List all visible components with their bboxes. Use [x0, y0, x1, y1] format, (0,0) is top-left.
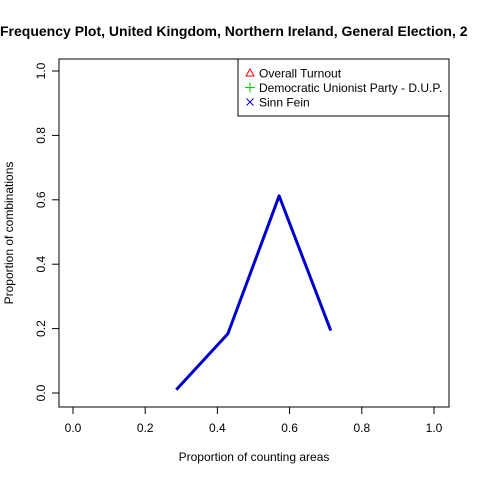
y-axis: 0.0 0.2 0.4 0.6 0.8 1.0 [34, 62, 60, 401]
legend-marker-triangle [245, 67, 255, 77]
x-tick-label: 0.6 [281, 421, 298, 435]
legend-label: Overall Turnout [259, 67, 342, 81]
x-tick-label: 0.4 [209, 421, 226, 435]
legend-marker-cross-b [246, 98, 254, 106]
y-tick-label: 0.8 [34, 127, 48, 144]
x-axis-title: Proportion of counting areas [179, 450, 330, 464]
y-tick-label: 0.2 [34, 320, 48, 337]
x-tick-label: 1.0 [426, 421, 443, 435]
y-tick-label: 0.4 [34, 256, 48, 273]
x-tick-label: 0.8 [353, 421, 370, 435]
legend-box [237, 58, 450, 117]
legend-label: Democratic Unionist Party - D.U.P. [259, 81, 442, 95]
legend-label: Sinn Fein [259, 96, 310, 110]
x-axis: 0.0 0.2 0.4 0.6 0.8 1.0 [65, 406, 443, 435]
y-tick-label: 0.0 [34, 384, 48, 401]
x-tick-label: 0.2 [137, 421, 154, 435]
chart-title: Frequency Plot, United Kingdom, Northern… [0, 23, 468, 39]
y-tick-label: 1.0 [34, 62, 48, 79]
legend-marker-cross [246, 98, 254, 106]
series-line [175, 194, 333, 391]
y-tick-label: 0.6 [34, 191, 48, 208]
series-layer [175, 194, 333, 391]
x-tick-label: 0.0 [65, 421, 82, 435]
legend-marker-plus [245, 82, 255, 93]
y-axis-title: Proportion of combinations [2, 162, 16, 305]
